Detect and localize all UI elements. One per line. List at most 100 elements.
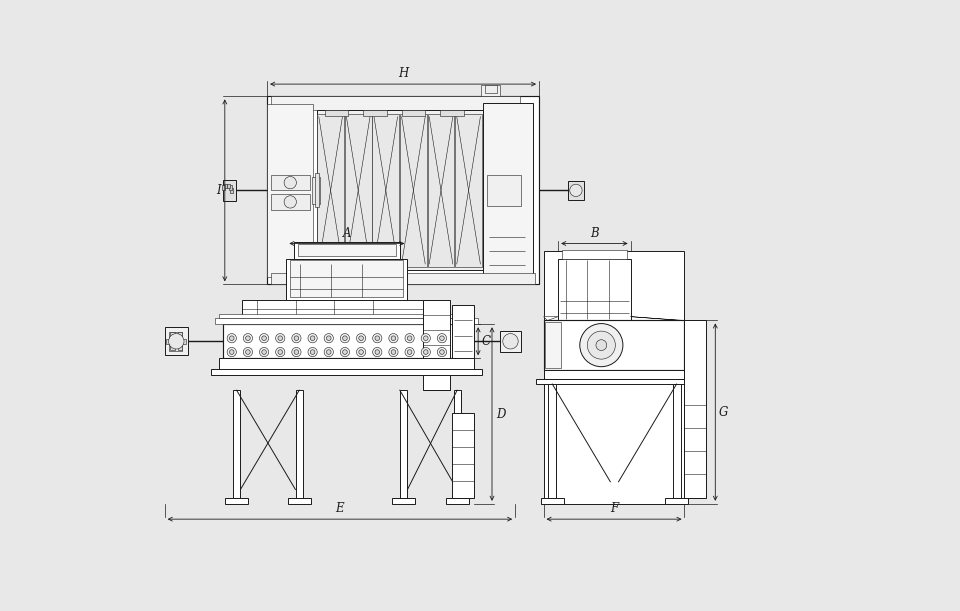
- Circle shape: [375, 349, 379, 354]
- Bar: [402, 110, 425, 117]
- Circle shape: [356, 334, 366, 343]
- Circle shape: [407, 349, 412, 354]
- Circle shape: [389, 348, 398, 357]
- Bar: [312, 177, 320, 204]
- Bar: [271, 97, 519, 110]
- Circle shape: [356, 348, 366, 357]
- Circle shape: [391, 349, 396, 354]
- Circle shape: [324, 334, 333, 343]
- Circle shape: [310, 336, 315, 340]
- Bar: [422, 301, 450, 390]
- Circle shape: [229, 336, 234, 340]
- Circle shape: [407, 336, 412, 340]
- Bar: [229, 185, 232, 190]
- Circle shape: [326, 336, 331, 340]
- Bar: [263, 77, 597, 288]
- Bar: [543, 251, 684, 503]
- Bar: [267, 104, 313, 277]
- Bar: [232, 390, 240, 497]
- Circle shape: [405, 334, 414, 343]
- Bar: [227, 184, 230, 188]
- Circle shape: [169, 334, 184, 349]
- Bar: [178, 346, 182, 350]
- Bar: [296, 390, 303, 497]
- Bar: [445, 497, 468, 503]
- Bar: [215, 318, 478, 324]
- Circle shape: [440, 336, 444, 340]
- Bar: [543, 370, 684, 379]
- Circle shape: [243, 334, 252, 343]
- Bar: [483, 103, 533, 278]
- Bar: [481, 85, 500, 97]
- Text: C: C: [482, 335, 491, 348]
- Circle shape: [278, 349, 282, 354]
- Bar: [181, 339, 186, 343]
- Bar: [399, 390, 407, 497]
- Bar: [317, 110, 483, 271]
- Bar: [223, 180, 236, 201]
- Text: E: E: [336, 502, 345, 515]
- Circle shape: [340, 334, 349, 343]
- Circle shape: [259, 334, 269, 343]
- Circle shape: [228, 334, 236, 343]
- Circle shape: [372, 348, 382, 357]
- Circle shape: [343, 336, 348, 340]
- Circle shape: [375, 336, 379, 340]
- Bar: [223, 324, 470, 358]
- Bar: [568, 181, 584, 200]
- Bar: [294, 242, 399, 259]
- Circle shape: [246, 349, 251, 354]
- Bar: [170, 332, 175, 337]
- Bar: [290, 260, 403, 296]
- Polygon shape: [543, 316, 558, 321]
- Bar: [673, 384, 681, 497]
- Bar: [453, 390, 461, 497]
- Circle shape: [308, 334, 317, 343]
- Bar: [558, 259, 631, 321]
- Circle shape: [276, 334, 285, 343]
- Circle shape: [284, 177, 297, 189]
- Bar: [400, 114, 427, 266]
- Text: A: A: [343, 227, 351, 240]
- Bar: [345, 114, 372, 266]
- Text: B: B: [590, 227, 599, 240]
- Circle shape: [421, 348, 430, 357]
- Bar: [169, 332, 182, 351]
- Circle shape: [438, 334, 446, 343]
- Circle shape: [324, 348, 333, 357]
- Circle shape: [438, 348, 446, 357]
- Bar: [543, 321, 684, 370]
- Bar: [455, 114, 482, 266]
- Bar: [219, 313, 474, 318]
- Text: D: D: [496, 408, 505, 420]
- Circle shape: [326, 349, 331, 354]
- Bar: [485, 85, 496, 93]
- Circle shape: [340, 348, 349, 357]
- Circle shape: [292, 348, 301, 357]
- Circle shape: [229, 349, 234, 354]
- Bar: [392, 497, 415, 503]
- Circle shape: [308, 348, 317, 357]
- Circle shape: [588, 331, 615, 359]
- Circle shape: [421, 334, 430, 343]
- Bar: [225, 497, 248, 503]
- Circle shape: [503, 334, 518, 349]
- Circle shape: [343, 349, 348, 354]
- Bar: [364, 110, 387, 117]
- Bar: [166, 339, 171, 343]
- Bar: [545, 322, 561, 368]
- Circle shape: [423, 336, 428, 340]
- Circle shape: [389, 334, 398, 343]
- Bar: [548, 384, 556, 497]
- Bar: [242, 301, 437, 324]
- Bar: [267, 97, 539, 284]
- Bar: [315, 174, 319, 207]
- Bar: [317, 114, 344, 266]
- Circle shape: [359, 336, 364, 340]
- Circle shape: [284, 196, 297, 208]
- Bar: [271, 273, 535, 284]
- Bar: [536, 379, 692, 384]
- Bar: [487, 175, 521, 206]
- Bar: [170, 346, 175, 350]
- Bar: [427, 114, 454, 266]
